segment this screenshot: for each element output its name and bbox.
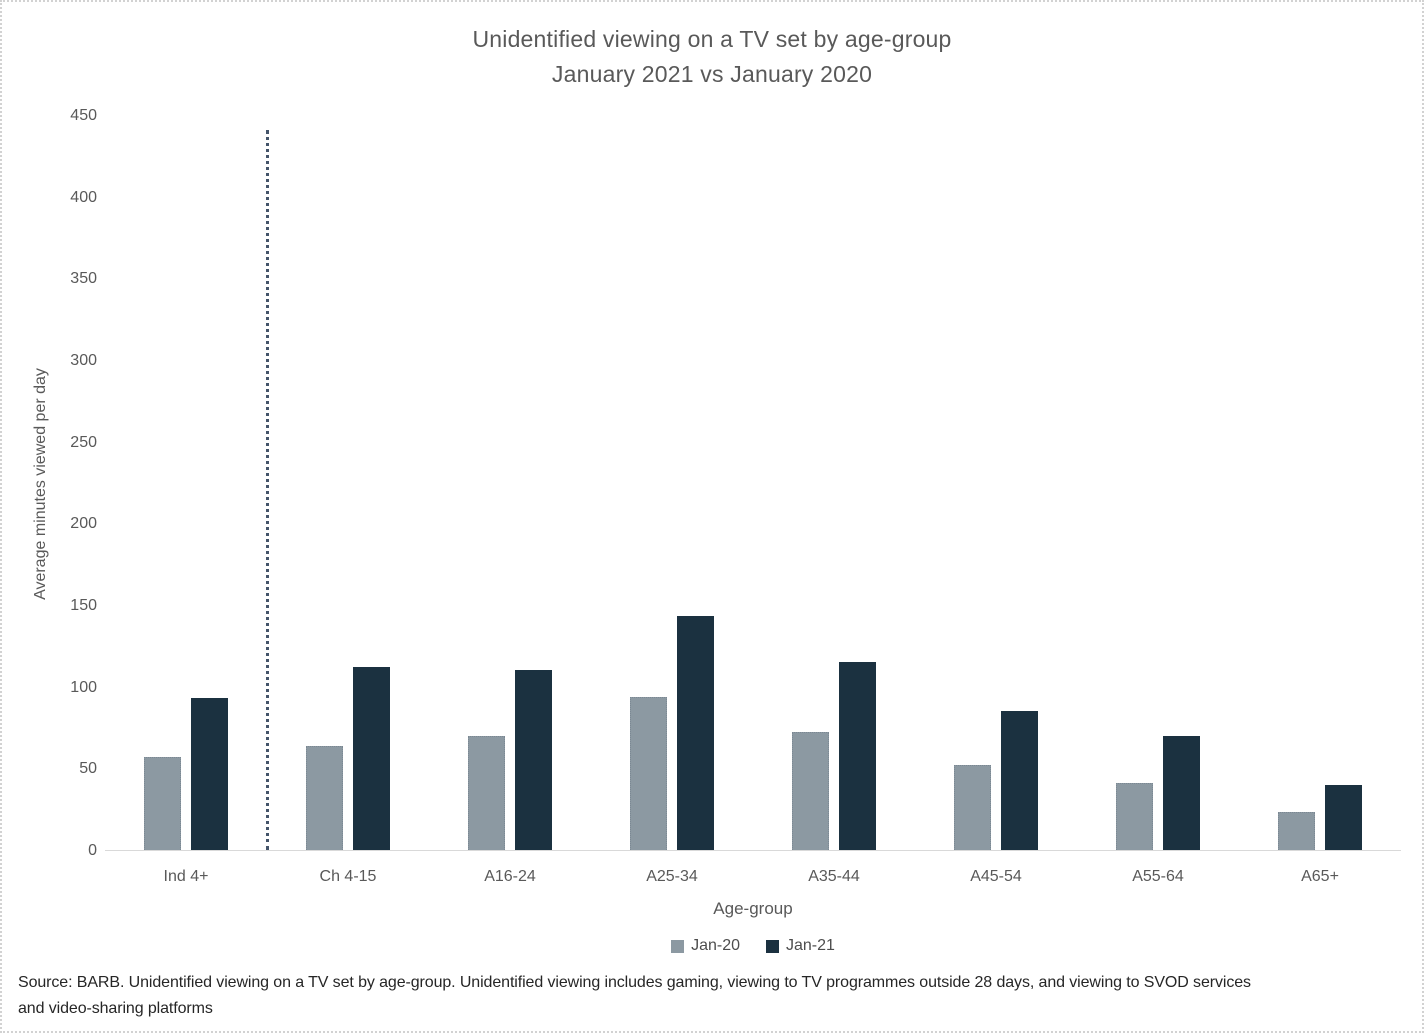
x-axis-title: Age-group — [713, 899, 793, 918]
bar-group-ch-4-15 — [267, 116, 429, 850]
x-category-label-a16-24: A16-24 — [484, 868, 536, 885]
y-tick-label-300: 300 — [70, 352, 97, 369]
bar-jan-21-ch-4-15 — [353, 667, 390, 850]
bar-jan-21-a16-24 — [515, 670, 552, 850]
y-tick-label-400: 400 — [70, 188, 97, 206]
y-tick-label-0: 0 — [88, 842, 97, 859]
bar-jan-20-ind-4 — [144, 756, 181, 850]
y-axis-ticks: 450 400 350 300 250 200 150 100 50 0 — [2, 2, 97, 1031]
bar-jan-21-ind-4 — [191, 698, 228, 850]
bar-group-a16-24 — [429, 116, 591, 850]
x-axis-category-labels: Ind 4+ Ch 4-15 A16-24 A25-34 A35-44 A45-54 A55… — [105, 867, 1401, 887]
bar-jan-20-a55-64 — [1116, 783, 1153, 850]
y-tick-label-200: 200 — [70, 515, 97, 533]
legend-label-jan-20: Jan-20 — [691, 937, 740, 954]
bar-jan-20-a16-24 — [468, 735, 505, 850]
bar-jan-21-a35-44 — [839, 662, 876, 850]
chart-title-line2: January 2021 vs January 2020 — [551, 61, 873, 87]
legend-swatch-jan-21 — [766, 939, 779, 953]
y-tick-label-100: 100 — [70, 678, 97, 696]
bar-jan-21-a55-64 — [1163, 735, 1200, 850]
legend-swatch-jan-20 — [671, 939, 685, 953]
bar-jan-21-a65 — [1325, 784, 1362, 850]
y-tick-label-450: 450 — [70, 107, 97, 124]
bar-group-a65 — [1239, 116, 1401, 850]
x-category-label-a65: A65+ — [1301, 868, 1339, 885]
chart-title-line1: Unidentified viewing on a TV set by age-… — [472, 26, 952, 52]
x-category-label-ch-4-15: Ch 4-15 — [319, 868, 377, 885]
legend-item-jan-21: Jan-21 — [766, 937, 835, 955]
bar-jan-20-a25-34 — [630, 696, 667, 850]
bar-group-ind-4 — [105, 116, 267, 850]
y-tick-label-250: 250 — [70, 433, 97, 451]
bar-jan-20-ch-4-15 — [306, 745, 343, 850]
x-category-label-ind-4: Ind 4+ — [163, 868, 209, 885]
legend-label-jan-21: Jan-21 — [786, 937, 835, 954]
legend-item-jan-20: Jan-20 — [671, 937, 740, 955]
bar-jan-21-a25-34 — [677, 616, 714, 850]
y-tick-label-150: 150 — [70, 597, 97, 614]
x-category-label-a45-54: A45-54 — [970, 868, 1022, 885]
source-note-line1: Source: BARB. Unidentified viewing on a … — [18, 974, 1251, 991]
y-tick-label-350: 350 — [70, 270, 97, 288]
dotted-separator-line — [266, 130, 269, 850]
bar-group-a25-34 — [591, 116, 753, 850]
x-category-label-a35-44: A35-44 — [808, 868, 860, 885]
legend: Jan-20 Jan-21 — [105, 937, 1401, 955]
bar-groups — [105, 116, 1401, 850]
bar-jan-20-a65 — [1278, 812, 1315, 850]
x-category-label-a25-34: A25-34 — [646, 868, 698, 885]
plot-area — [105, 116, 1401, 851]
chart-title: Unidentified viewing on a TV set by age-… — [2, 22, 1422, 92]
x-category-label-a55-64: A55-64 — [1132, 868, 1184, 885]
bar-group-a35-44 — [753, 116, 915, 850]
source-note-line2: and video-sharing platforms — [18, 1000, 213, 1017]
bar-jan-21-a45-54 — [1001, 711, 1038, 850]
bar-group-a45-54 — [915, 116, 1077, 850]
source-note: Source: BARB. Unidentified viewing on a … — [18, 970, 1408, 1022]
y-tick-label-50: 50 — [79, 760, 97, 778]
bar-group-a55-64 — [1077, 116, 1239, 850]
bar-jan-20-a45-54 — [954, 765, 991, 850]
bar-jan-20-a35-44 — [792, 732, 829, 850]
